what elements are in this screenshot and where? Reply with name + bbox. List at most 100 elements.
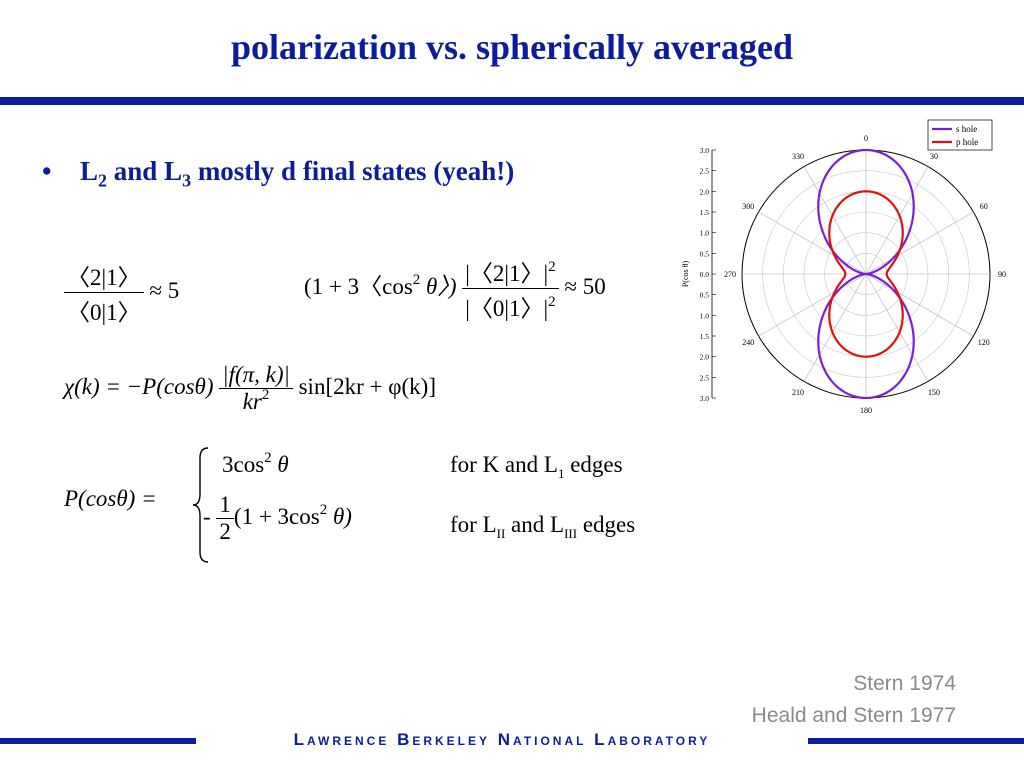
equation-ratio-2: (1 + 3〈cos2 θ〉) |〈2|1〉|2 |〈0|1〉|2 ≈ 50: [304, 254, 606, 323]
case1-text: 3cos: [222, 452, 265, 477]
radial-tick-label: 0.0: [700, 270, 710, 279]
polar-spoke: [865, 273, 929, 382]
p-lhs-text: P(cosθ) =: [64, 486, 157, 511]
angle-tick-label: 240: [742, 338, 754, 347]
case2-sup: 2: [319, 501, 328, 518]
ratio2-den-wrap: |〈0|1〉|2: [462, 288, 559, 323]
chi-fraction: |f(π, k)| kr2: [219, 362, 293, 415]
ratio2-theta: θ〉): [420, 273, 457, 299]
angle-tick-label: 0: [864, 134, 868, 143]
radial-tick-label: 2.5: [700, 373, 710, 382]
angle-tick-label: 120: [978, 338, 990, 347]
case2-fraction: 1 2: [216, 492, 234, 545]
title-rule: [0, 97, 1024, 105]
polar-spoke: [865, 211, 974, 275]
radial-tick-label: 1.0: [700, 311, 710, 320]
ratio1-result: ≈ 5: [149, 277, 180, 303]
ratio2-num-sup: 2: [548, 259, 556, 275]
case1-cond-sub: 1: [557, 466, 565, 481]
footer-lab-name: Lawrence Berkeley National Laboratory: [293, 730, 711, 749]
radial-tick-label: 3.0: [700, 146, 710, 155]
bullet-and: and L: [107, 156, 183, 186]
bullet-item: • L2 and L3 mostly d final states (yeah!): [42, 156, 514, 191]
case2-minus: -: [203, 503, 211, 529]
ratio2-num-wrap: |〈2|1〉|2: [462, 254, 558, 288]
radial-tick-label: 2.0: [700, 187, 710, 196]
angle-tick-label: 210: [792, 388, 804, 397]
case1-expr: 3cos2 θ: [222, 450, 289, 478]
chi-lhs: χ(k) = −P(cosθ): [64, 373, 214, 399]
radial-tick-label: 0.5: [700, 291, 710, 300]
bullet-l2-sub: 2: [98, 170, 108, 191]
angle-tick-label: 90: [998, 270, 1006, 279]
case1-cond-end: edges: [564, 452, 623, 477]
case2-cond-end: edges: [577, 512, 636, 537]
bullet-l: L: [80, 156, 99, 186]
case2-cond-mid: and L: [505, 512, 565, 537]
case2-theta: θ): [327, 503, 352, 529]
bullet-dot: •: [42, 156, 52, 186]
case2-text: (1 + 3cos: [233, 503, 320, 529]
chi-frac-den-wrap: kr2: [219, 387, 293, 415]
ratio2-den: |〈0|1〉|: [465, 296, 549, 321]
p-lhs: P(cosθ) =: [64, 486, 157, 512]
case1-theta: θ: [271, 452, 289, 477]
series-line-p-hole: [828, 190, 904, 358]
angle-tick-label: 300: [742, 202, 754, 211]
citation-1: Stern 1974: [853, 672, 956, 695]
legend-label: p hole: [956, 137, 978, 147]
polar-spoke: [865, 273, 974, 337]
case1-sup: 2: [264, 450, 272, 466]
case2-condition: for LII and LIII edges: [450, 512, 636, 541]
ratio2-den-sup: 2: [548, 294, 556, 310]
bullet-rest: mostly d final states (yeah!): [191, 156, 515, 186]
piecewise-brace: [192, 447, 209, 563]
footer-bar-right: [808, 738, 1024, 744]
ratio1-num: 〈2|1〉: [67, 265, 141, 290]
angle-tick-label: 180: [860, 406, 872, 415]
polar-spoke: [758, 211, 867, 275]
ratio2-fraction: |〈2|1〉|2 |〈0|1〉|2: [462, 254, 559, 323]
polar-spoke: [865, 166, 929, 275]
case2-frac-den: 2: [216, 518, 234, 545]
case2-expr: - 1 2 (1 + 3cos2 θ): [203, 492, 352, 545]
footer-bar-left: [0, 738, 196, 744]
radial-tick-label: 1.5: [700, 332, 710, 341]
equation-chi: χ(k) = −P(cosθ) |f(π, k)| kr2 sin[2kr + …: [64, 362, 436, 415]
citation-2: Heald and Stern 1977: [751, 704, 956, 727]
radial-tick-label: 0.5: [700, 249, 710, 258]
ratio2-prefix: (1 + 3〈cos: [304, 273, 413, 299]
ratio2-result: ≈ 50: [564, 273, 606, 299]
ratio2-num: |〈2|1〉|: [465, 261, 549, 286]
bullet-l3-sub: 3: [182, 170, 192, 191]
slide-title: polarization vs. spherically averaged: [231, 27, 793, 67]
legend-label: s hole: [956, 124, 977, 134]
radial-tick-label: 2.0: [700, 353, 710, 362]
chi-frac-num: |f(π, k)|: [222, 362, 290, 387]
angle-tick-label: 150: [928, 388, 940, 397]
ratio1-fraction: 〈2|1〉 〈0|1〉: [64, 258, 144, 327]
legend-box: [927, 119, 993, 151]
radial-axis-label: P(cos θ): [681, 261, 690, 288]
equation-ratio-1: 〈2|1〉 〈0|1〉 ≈ 5: [64, 258, 179, 327]
polar-spoke: [803, 273, 867, 382]
polar-spoke: [803, 166, 867, 275]
case2-cond-sub2: III: [564, 526, 578, 541]
polar-spoke: [758, 273, 867, 337]
ratio1-den: 〈0|1〉: [64, 292, 144, 327]
series-line-s-hole: [817, 148, 915, 400]
angle-tick-label: 330: [792, 152, 804, 161]
radial-tick-label: 1.0: [700, 229, 710, 238]
radial-tick-label: 1.5: [700, 208, 710, 217]
chi-rhs: sin[2kr + φ(k)]: [298, 373, 436, 399]
chi-frac-den-sup: 2: [261, 387, 270, 403]
case2-frac-num: 1: [219, 492, 231, 517]
polar-chart: 0 30 60 90 120 150 180 210 240 270 300 330 0.0 0.5 0.5…: [681, 119, 1006, 415]
angle-tick-label: 60: [980, 202, 988, 211]
radial-tick-label: 2.5: [700, 167, 710, 176]
chi-frac-den: kr: [242, 389, 262, 414]
angle-tick-label: 30: [930, 152, 938, 161]
case1-condition: for K and L1 edges: [450, 452, 623, 481]
angle-tick-label: 270: [724, 270, 736, 279]
case2-cond-sub1: II: [496, 526, 506, 541]
